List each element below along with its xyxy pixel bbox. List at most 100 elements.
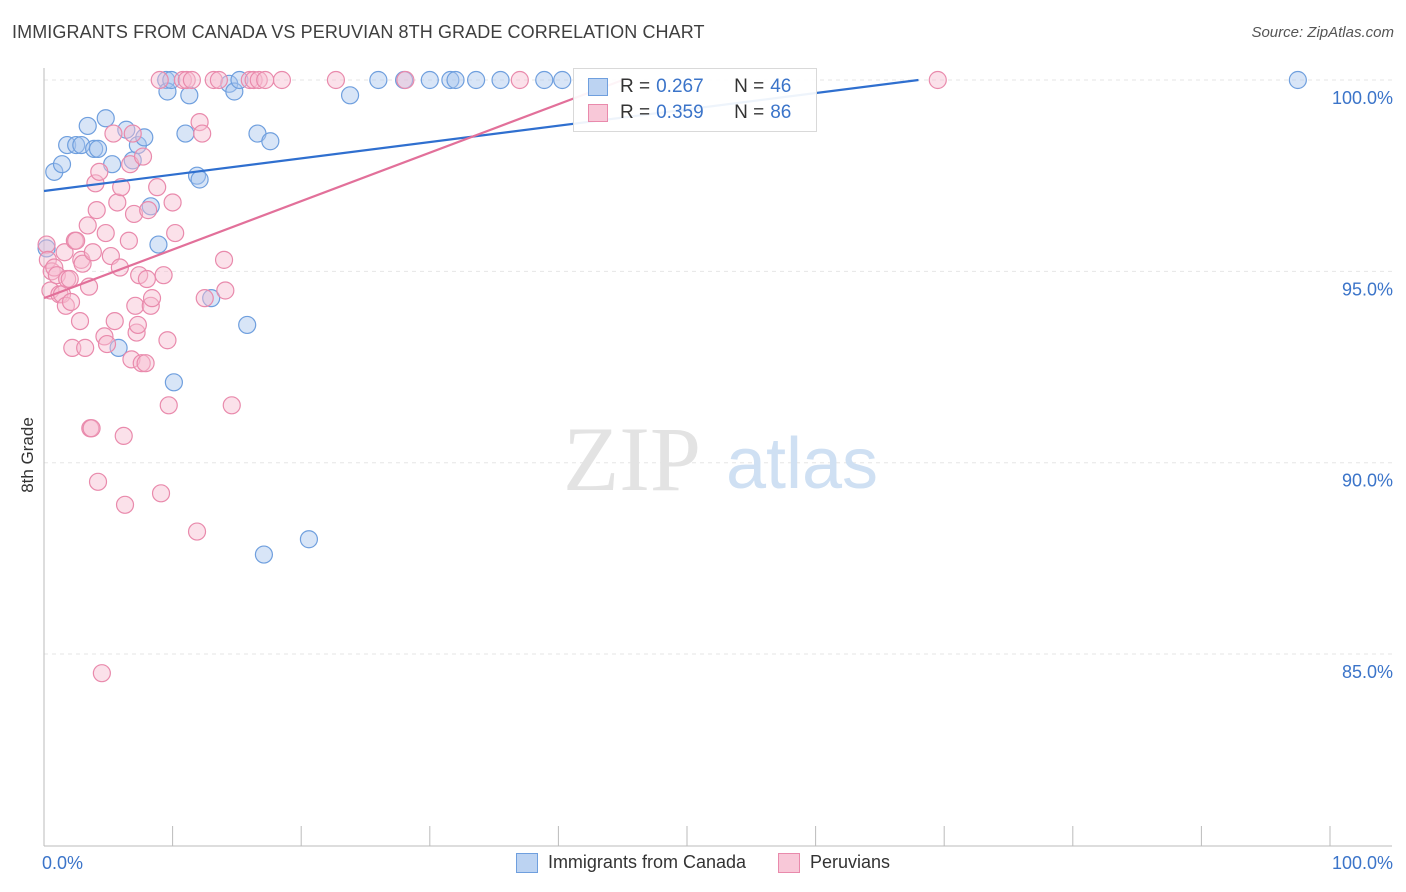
canada-point <box>78 116 97 136</box>
peruvian-point <box>193 124 212 143</box>
peruvian-point <box>92 664 111 683</box>
r-label: R = <box>620 102 651 123</box>
peruvian-point <box>256 70 275 90</box>
peruvian-point <box>163 193 182 212</box>
canada-point <box>96 109 115 128</box>
peruvian-point <box>137 269 156 289</box>
canada-point <box>230 70 249 90</box>
legend-label-peruvians: Peruvians <box>810 852 891 872</box>
legend-item-canada[interactable]: Immigrants from Canada <box>515 852 747 873</box>
canada-point <box>369 70 388 90</box>
peruvian-point <box>60 269 79 289</box>
peruvian-point <box>151 484 171 503</box>
canada-point <box>85 139 104 158</box>
canada-point <box>420 70 439 90</box>
r-label: R = <box>620 76 651 97</box>
peruvian-point <box>249 70 268 90</box>
canada-point <box>67 135 86 155</box>
series-legend: Immigrants from Canada Peruvians <box>0 852 1406 873</box>
canada-point <box>261 132 280 151</box>
peruvian-point <box>124 204 144 224</box>
legend-row-canada: R = 0.267 N = 46 <box>588 74 791 100</box>
peruvian-point <box>112 178 131 197</box>
legend-item-peruvians[interactable]: Peruvians <box>778 852 890 873</box>
peruvian-point <box>63 338 82 357</box>
peruvian-point <box>70 312 90 331</box>
peruvians-legend-swatch <box>778 852 801 873</box>
canada-point <box>88 139 108 158</box>
peruvian-point <box>166 223 185 243</box>
peruvian-point <box>154 266 173 285</box>
peruvian-point <box>87 201 106 220</box>
peruvian-point <box>123 124 142 143</box>
canada-point <box>553 70 572 90</box>
canada-point <box>466 70 486 90</box>
peruvian-point <box>177 70 196 90</box>
peruvian-point <box>187 522 207 541</box>
canada-point <box>299 530 319 549</box>
watermark-atlas: atlas <box>726 424 878 504</box>
canada-swatch <box>588 78 608 96</box>
watermark-zip: ZIP <box>563 408 701 510</box>
peruvian-point <box>141 296 160 315</box>
peruvian-point <box>119 231 138 250</box>
peruvian-point <box>132 354 151 373</box>
x-tick-label-left: 0.0% <box>42 853 83 873</box>
peruvian-point <box>510 70 529 90</box>
peruvian-point <box>148 178 167 197</box>
chart-title: IMMIGRANTS FROM CANADA VS PERUVIAN 8TH G… <box>12 22 705 42</box>
peruvian-point <box>126 296 145 315</box>
n-label: N = <box>734 102 765 123</box>
n-value-canada: 46 <box>770 76 792 97</box>
canada-point <box>109 338 128 357</box>
peruvian-point <box>122 350 141 369</box>
tick-labels: 100.0% 95.0% 90.0% 85.0% 0.0% 100.0% <box>42 88 1393 873</box>
canada-point <box>1288 70 1307 90</box>
peruvian-point <box>73 254 92 273</box>
peruvian-point <box>104 124 123 143</box>
canada-point <box>535 70 554 90</box>
peruvian-point <box>216 281 235 300</box>
correlation-legend: R = 0.267 N = 46 R = 0.359 N = 86 <box>573 68 817 132</box>
canada-point <box>441 70 460 90</box>
peruvian-point <box>190 112 209 132</box>
x-tick-label-right: 100.0% <box>1332 853 1393 873</box>
n-label: N = <box>734 76 765 97</box>
canada-point <box>491 70 510 90</box>
source-label: Source: ZipAtlas.com <box>1251 24 1394 41</box>
peruvian-point <box>326 70 346 90</box>
peruvian-point <box>37 235 56 254</box>
peruvian-point <box>78 216 97 235</box>
canada-legend-swatch <box>515 852 538 873</box>
y-tick-label: 95.0% <box>1342 279 1393 299</box>
peruvian-point <box>114 426 133 446</box>
peruvian-point <box>272 70 292 90</box>
peruvian-point <box>214 250 234 269</box>
peruvian-point <box>150 70 169 90</box>
canada-point <box>176 124 195 143</box>
peruvian-point <box>82 419 101 438</box>
legend-label-canada: Immigrants from Canada <box>547 852 747 872</box>
y-tick-label: 90.0% <box>1342 471 1393 491</box>
y-tick-label: 100.0% <box>1332 88 1393 108</box>
peruvian-point <box>182 70 201 90</box>
peruvian-point <box>108 193 127 212</box>
peruvian-point <box>133 147 153 166</box>
canada-point <box>238 315 257 335</box>
canada-point <box>202 289 221 308</box>
peruvian-point <box>139 201 158 220</box>
peruvian-point <box>115 495 135 514</box>
peruvian-point <box>128 315 147 335</box>
peruvian-point <box>195 289 214 308</box>
peruvian-point <box>55 243 74 262</box>
canada-point <box>45 162 64 181</box>
canada-point <box>52 155 72 174</box>
canada-point <box>164 373 183 392</box>
canada-point <box>190 170 209 189</box>
peruvian-point <box>90 162 109 181</box>
peruvian-point <box>204 70 223 90</box>
peruvians-swatch <box>588 104 608 122</box>
peruvian-point <box>88 472 108 491</box>
peruvian-point <box>158 331 177 350</box>
